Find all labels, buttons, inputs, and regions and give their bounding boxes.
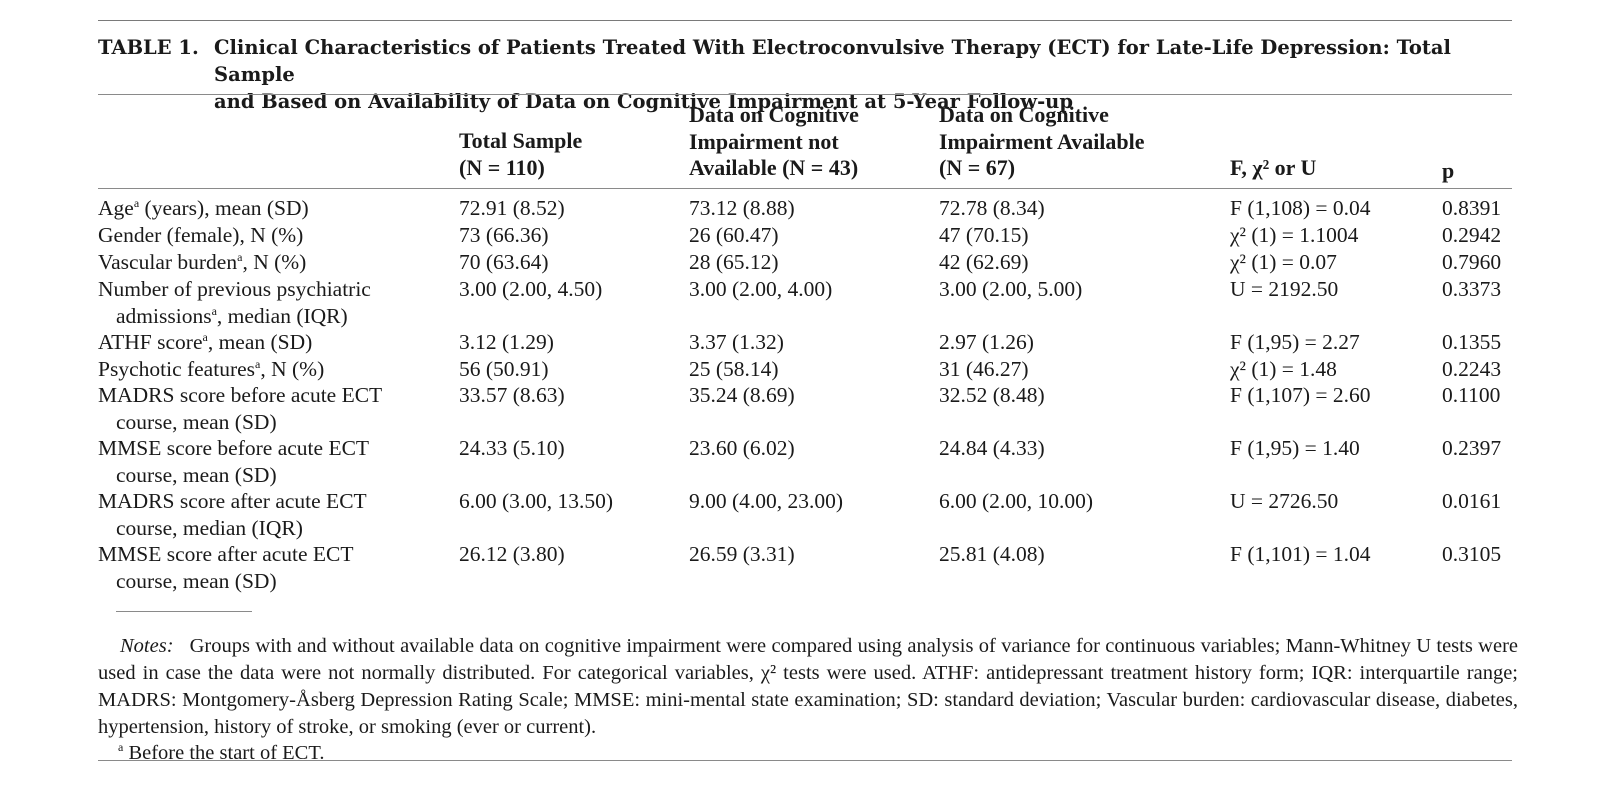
footnote: a Before the start of ECT. bbox=[118, 740, 324, 767]
cell-p-madrs-before: 0.1100 bbox=[1442, 383, 1501, 407]
cell-p-athf: 0.1355 bbox=[1442, 330, 1502, 354]
header-av-line-2: Impairment Available bbox=[939, 128, 1145, 154]
top-rule bbox=[98, 20, 1512, 21]
cell-av-mmse-before: 24.84 (4.33) bbox=[939, 436, 1045, 460]
notes-text: Groups with and without available data o… bbox=[98, 635, 1519, 738]
cell-total-madrs-after: 6.00 (3.00, 13.50) bbox=[459, 489, 614, 513]
cell-av-age: 72.78 (8.34) bbox=[939, 196, 1045, 220]
cell-total-gender: 73 (66.36) bbox=[459, 223, 549, 247]
cell-p-mmse-after: 0.3105 bbox=[1442, 542, 1502, 566]
table-notes: Notes: Groups with and without available… bbox=[98, 633, 1518, 741]
cell-stat-mmse-after: F (1,101) = 1.04 bbox=[1230, 542, 1371, 566]
cell-na-gender: 26 (60.47) bbox=[689, 223, 779, 247]
cell-na-mmse-after: 26.59 (3.31) bbox=[689, 542, 795, 566]
cell-p-admissions: 0.3373 bbox=[1442, 277, 1502, 301]
cell-p-psychotic: 0.2243 bbox=[1442, 357, 1502, 381]
cell-na-madrs-before: 35.24 (8.69) bbox=[689, 383, 795, 407]
row-label-admissions: Number of previous psychiatric admission… bbox=[98, 277, 371, 328]
cell-av-psychotic: 31 (46.27) bbox=[939, 357, 1029, 381]
cell-p-mmse-before: 0.2397 bbox=[1442, 436, 1502, 460]
cell-na-age: 73.12 (8.88) bbox=[689, 196, 795, 220]
header-na-line-3: Available (N = 43) bbox=[689, 155, 859, 180]
cell-total-athf: 3.12 (1.29) bbox=[459, 330, 554, 354]
header-available: Data on Cognitive Impairment Available (… bbox=[939, 102, 1145, 182]
caption-line-2: and Based on Availability of Data on Cog… bbox=[214, 90, 1073, 113]
cell-na-athf: 3.37 (1.32) bbox=[689, 330, 784, 354]
cell-total-admissions: 3.00 (2.00, 4.50) bbox=[459, 277, 603, 301]
cell-av-mmse-after: 25.81 (4.08) bbox=[939, 542, 1045, 566]
cell-na-admissions: 3.00 (2.00, 4.00) bbox=[689, 277, 833, 301]
cell-av-madrs-before: 32.52 (8.48) bbox=[939, 383, 1045, 407]
cell-p-gender: 0.2942 bbox=[1442, 223, 1502, 247]
row-label-madrs-after: MADRS score after acute ECT course, medi… bbox=[98, 489, 367, 540]
cell-av-gender: 47 (70.15) bbox=[939, 223, 1029, 247]
header-not-available: Data on Cognitive Impairment not Availab… bbox=[689, 102, 859, 182]
row-label-gender: Gender (female), N (%) bbox=[98, 223, 304, 247]
notes-lead: Notes: bbox=[120, 635, 174, 657]
cell-na-psychotic: 25 (58.14) bbox=[689, 357, 779, 381]
bottom-rule bbox=[98, 760, 1512, 761]
header-av-line-1: Data on Cognitive bbox=[939, 102, 1109, 127]
cell-stat-admissions: U = 2192.50 bbox=[1230, 277, 1339, 301]
cell-na-mmse-before: 23.60 (6.02) bbox=[689, 436, 795, 460]
cell-p-madrs-after: 0.0161 bbox=[1442, 489, 1502, 513]
cell-stat-mmse-before: F (1,95) = 1.40 bbox=[1230, 436, 1360, 460]
header-na-line-1: Data on Cognitive bbox=[689, 102, 859, 127]
row-label-psychotic: Psychotic featuresa, N (%) bbox=[98, 357, 325, 381]
row-label-age: Agea (years), mean (SD) bbox=[98, 196, 309, 220]
cell-total-mmse-after: 26.12 (3.80) bbox=[459, 542, 565, 566]
caption-rule bbox=[98, 94, 1512, 95]
row-label-madrs-before: MADRS score before acute ECT course, mea… bbox=[98, 383, 383, 434]
cell-p-vascular: 0.7960 bbox=[1442, 250, 1502, 274]
table-label: TABLE 1. bbox=[98, 36, 199, 59]
cell-p-age: 0.8391 bbox=[1442, 196, 1502, 220]
header-na-line-2: Impairment not bbox=[689, 128, 839, 154]
cell-stat-age: F (1,108) = 0.04 bbox=[1230, 196, 1371, 220]
header-av-line-3: (N = 67) bbox=[939, 155, 1016, 180]
cell-na-madrs-after: 9.00 (4.00, 23.00) bbox=[689, 489, 844, 513]
row-label-vascular: Vascular burdena, N (%) bbox=[98, 250, 307, 274]
cell-stat-gender: χ² (1) = 1.1004 bbox=[1230, 223, 1359, 247]
caption-text: Clinical Characteristics of Patients Tre… bbox=[214, 34, 1514, 115]
cell-na-vascular: 28 (65.12) bbox=[689, 250, 779, 274]
cell-stat-madrs-before: F (1,107) = 2.60 bbox=[1230, 383, 1371, 407]
cell-total-madrs-before: 33.57 (8.63) bbox=[459, 383, 565, 407]
cell-av-athf: 2.97 (1.26) bbox=[939, 330, 1034, 354]
cell-av-admissions: 3.00 (2.00, 5.00) bbox=[939, 277, 1083, 301]
header-total-line-2: (N = 110) bbox=[459, 154, 545, 180]
row-label-mmse-after: MMSE score after acute ECT course, mean … bbox=[98, 542, 354, 593]
footnote-mark: a bbox=[118, 740, 124, 754]
cell-total-vascular: 70 (63.64) bbox=[459, 250, 549, 274]
notes-separator bbox=[116, 611, 252, 612]
cell-total-age: 72.91 (8.52) bbox=[459, 196, 565, 220]
cell-av-vascular: 42 (62.69) bbox=[939, 250, 1029, 274]
header-total-line-1: Total Sample bbox=[459, 128, 583, 153]
cell-total-mmse-before: 24.33 (5.10) bbox=[459, 436, 565, 460]
cell-total-psychotic: 56 (50.91) bbox=[459, 357, 549, 381]
caption-line-1: Clinical Characteristics of Patients Tre… bbox=[214, 36, 1451, 86]
footnote-text: Before the start of ECT. bbox=[128, 742, 325, 764]
cell-av-madrs-after: 6.00 (2.00, 10.00) bbox=[939, 489, 1094, 513]
header-statistic: F, χ² or U bbox=[1230, 155, 1317, 180]
cell-stat-vascular: χ² (1) = 0.07 bbox=[1230, 250, 1337, 274]
cell-stat-psychotic: χ² (1) = 1.48 bbox=[1230, 357, 1337, 381]
header-p: p bbox=[1442, 158, 1455, 183]
cell-stat-athf: F (1,95) = 2.27 bbox=[1230, 330, 1360, 354]
cell-stat-madrs-after: U = 2726.50 bbox=[1230, 489, 1339, 513]
row-label-mmse-before: MMSE score before acute ECT course, mean… bbox=[98, 436, 370, 487]
header-rule bbox=[98, 188, 1512, 189]
header-total-sample: Total Sample (N = 110) bbox=[459, 128, 582, 181]
row-label-athf: ATHF scorea, mean (SD) bbox=[98, 330, 313, 354]
